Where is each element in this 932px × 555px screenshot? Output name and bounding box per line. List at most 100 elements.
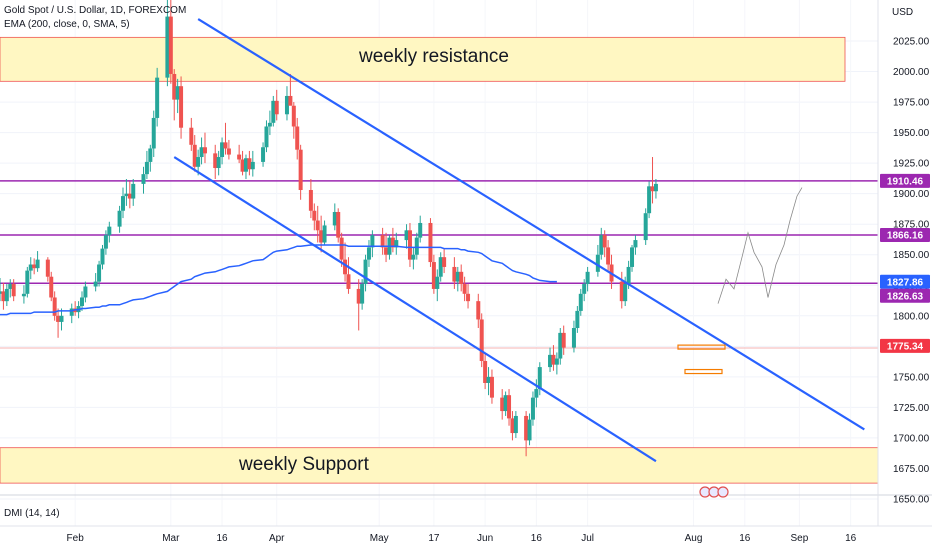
currency-label: USD bbox=[892, 7, 913, 18]
candle-body bbox=[165, 16, 170, 78]
candle-body bbox=[288, 95, 293, 106]
price-grid bbox=[0, 40, 878, 500]
candle-body bbox=[250, 161, 255, 170]
candle-body bbox=[196, 157, 201, 167]
candle-body bbox=[97, 264, 102, 282]
x-tick-label: Feb bbox=[67, 533, 85, 544]
candle-body bbox=[489, 376, 494, 398]
candle-body bbox=[619, 281, 624, 302]
candle-body bbox=[599, 235, 604, 255]
candle-body bbox=[384, 247, 389, 255]
candle-body bbox=[120, 196, 125, 211]
candle-body bbox=[530, 397, 535, 420]
candle-body bbox=[390, 237, 395, 248]
candle-body bbox=[483, 360, 488, 383]
ema-line bbox=[0, 244, 557, 316]
candle-body bbox=[356, 288, 361, 304]
candle-body bbox=[223, 142, 228, 149]
candle-body bbox=[524, 415, 529, 441]
candle-body bbox=[578, 293, 583, 311]
x-tick-label: 16 bbox=[845, 533, 857, 544]
y-tick-label: 1850.00 bbox=[893, 250, 930, 261]
candle-body bbox=[117, 210, 122, 227]
time-axis: Feb Mar 16 Apr May 17 Jun 16 Jul Aug 16 Sep 16 bbox=[67, 533, 857, 544]
x-tick-label: 16 bbox=[531, 533, 543, 544]
candle-body bbox=[271, 100, 276, 123]
price-label-text: 1910.46 bbox=[887, 176, 924, 187]
y-tick-label: 1650.00 bbox=[893, 495, 930, 506]
candle-body bbox=[527, 419, 532, 441]
candle-body bbox=[414, 237, 419, 255]
candle-body bbox=[220, 142, 225, 158]
candle-body bbox=[606, 247, 611, 265]
candle-body bbox=[83, 286, 88, 298]
candle-body bbox=[513, 415, 518, 434]
event-icons[interactable] bbox=[699, 486, 729, 498]
projection-path bbox=[717, 187, 803, 304]
candle-body bbox=[93, 281, 98, 287]
price-label-text: 1866.16 bbox=[887, 230, 924, 241]
candle-body bbox=[339, 237, 344, 260]
chart-legend: Gold Spot / U.S. Dollar, 1D, FOREXCOM EM… bbox=[4, 4, 186, 32]
y-tick-label: 1700.00 bbox=[893, 433, 930, 444]
candle-body bbox=[213, 153, 218, 169]
candle-body bbox=[479, 319, 484, 361]
candle-body bbox=[623, 284, 628, 302]
zone-label-support: weekly Support bbox=[238, 454, 370, 475]
ema-indicator-label[interactable]: EMA (200, close, 0, SMA, 5) bbox=[4, 19, 130, 30]
x-tick-label: 17 bbox=[428, 533, 440, 544]
candle-body bbox=[534, 389, 539, 398]
candle-body bbox=[243, 158, 248, 172]
candle-body bbox=[571, 328, 576, 348]
candle-body bbox=[25, 270, 30, 294]
candle-body bbox=[633, 240, 638, 248]
price-label-box bbox=[880, 288, 930, 303]
candle-body bbox=[551, 354, 556, 365]
candle-body bbox=[315, 220, 320, 231]
candle-body bbox=[45, 259, 50, 277]
candle-body bbox=[346, 274, 351, 289]
x-tick-label: May bbox=[370, 533, 389, 544]
candle-body bbox=[267, 122, 272, 127]
symbol-title[interactable]: Gold Spot / U.S. Dollar, 1D, FOREXCOM bbox=[4, 5, 187, 16]
x-tick-label: 16 bbox=[216, 533, 228, 544]
candle-body bbox=[127, 193, 132, 199]
candle-body bbox=[56, 315, 61, 322]
candle-body bbox=[69, 308, 74, 316]
y-tick-label: 1950.00 bbox=[893, 128, 930, 139]
price-axis: 2025.00 2000.00 1975.00 1950.00 1925.00 1900.… bbox=[893, 37, 930, 506]
candle-body bbox=[336, 211, 341, 238]
dmi-indicator-label[interactable]: DMI (14, 14) bbox=[4, 508, 60, 519]
x-tick-label: Jul bbox=[581, 533, 594, 544]
candle-body bbox=[407, 230, 412, 260]
candle-body bbox=[189, 127, 194, 145]
y-tick-label: 1875.00 bbox=[893, 220, 930, 231]
zone-rect bbox=[0, 447, 879, 484]
price-label-box bbox=[880, 274, 930, 289]
candle-body bbox=[144, 161, 149, 175]
candle-body bbox=[237, 154, 242, 160]
zones bbox=[0, 36, 879, 484]
candle-body bbox=[52, 297, 57, 316]
candle-body bbox=[558, 332, 563, 359]
candle-body bbox=[585, 271, 590, 285]
y-tick-label: 2025.00 bbox=[893, 37, 930, 48]
candle-body bbox=[455, 271, 460, 282]
candle-body bbox=[486, 376, 491, 383]
candle-body bbox=[175, 86, 180, 100]
y-tick-label: 1800.00 bbox=[893, 311, 930, 322]
trendlines bbox=[173, 18, 865, 463]
x-tick-label: Aug bbox=[685, 533, 703, 544]
candle-body bbox=[107, 226, 112, 236]
y-tick-label: 1900.00 bbox=[893, 189, 930, 200]
candle-body bbox=[438, 257, 443, 277]
candle-body bbox=[394, 240, 399, 248]
candle-body bbox=[172, 73, 177, 100]
candle-body bbox=[561, 332, 566, 348]
candle-body bbox=[21, 293, 26, 297]
breakout-box bbox=[677, 344, 726, 350]
candle-body bbox=[595, 254, 600, 272]
candle-body bbox=[0, 291, 2, 294]
